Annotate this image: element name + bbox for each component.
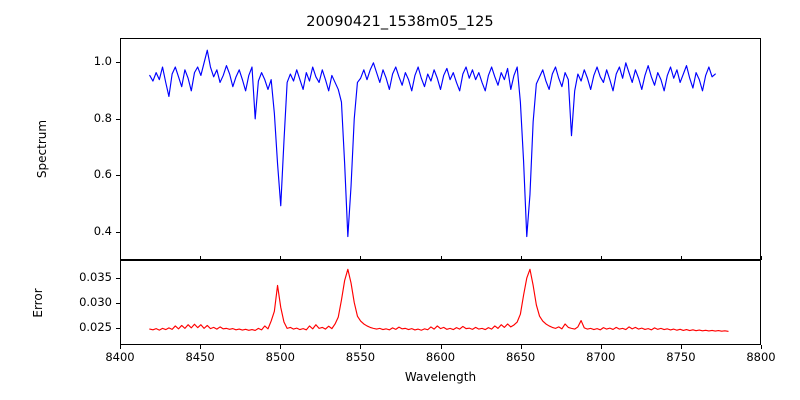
error-data-line — [150, 269, 728, 331]
x-axis-tick-label: 8550 — [345, 350, 376, 364]
x-axis-tick-label: 8650 — [505, 350, 536, 364]
error-ytick-mark — [116, 302, 120, 304]
spectrum-series-svg — [121, 39, 760, 259]
spectrum-plot-area — [120, 38, 761, 260]
spectrum-x-tick-mark — [280, 256, 282, 260]
x-axis-label: Wavelength — [404, 370, 477, 384]
x-axis-tick-mark — [280, 345, 282, 349]
spectrum-x-tick-mark — [360, 256, 362, 260]
x-axis-tick-mark — [440, 345, 442, 349]
x-axis-tick-label: 8750 — [666, 350, 696, 364]
error-ytick-mark — [116, 327, 120, 329]
error-ytick-label-text: 0.030 — [79, 294, 112, 309]
x-axis-tick-label: 8400 — [105, 350, 135, 364]
spectrum-data-line — [150, 50, 716, 236]
x-axis-tick-mark — [600, 345, 602, 349]
spectrum-x-tick-mark — [600, 256, 602, 260]
spectrum-x-tick-mark — [440, 256, 442, 260]
error-ytick-label-text: 0.035 — [79, 269, 112, 284]
spectrum-y-axis-label: Spectrum — [35, 119, 49, 179]
page-title: 20090421_1538m05_125 — [306, 14, 494, 30]
error-y-axis-label: Error — [31, 288, 45, 318]
spectrum-ytick-label-text: 0.6 — [93, 167, 112, 182]
spectrum-ytick-mark — [116, 175, 120, 177]
x-axis-tick-mark — [761, 345, 763, 349]
spectrum-x-tick-mark — [680, 256, 682, 260]
x-axis-tick-label: 8700 — [586, 350, 616, 364]
x-axis-tick-label: 8600 — [425, 350, 456, 364]
x-axis-tick-mark — [200, 345, 202, 349]
spectrum-x-tick-mark — [120, 256, 122, 260]
spectrum-ytick-label-text: 0.8 — [93, 110, 112, 125]
error-series-svg — [121, 261, 760, 344]
error-ytick-label-text: 0.025 — [79, 319, 112, 334]
x-axis-tick-mark — [120, 345, 122, 349]
spectrum-ytick-label-text: 1.0 — [93, 54, 112, 68]
x-axis-tick-label: 8450 — [185, 350, 215, 364]
x-axis-tick-mark — [680, 345, 682, 349]
error-ytick-mark — [116, 277, 120, 279]
spectrum-ytick-label-text: 0.4 — [93, 223, 112, 238]
spectrum-ytick-mark — [116, 62, 120, 64]
spectrum-ytick-mark — [116, 118, 120, 120]
x-axis-tick-mark — [520, 345, 522, 349]
spectrum-ytick-mark — [116, 231, 120, 233]
x-axis-tick-label: 8800 — [746, 350, 776, 364]
x-axis-tick-label: 8500 — [265, 350, 295, 364]
spectrum-x-tick-mark — [761, 256, 763, 260]
x-axis-tick-mark — [360, 345, 362, 349]
error-plot-area — [120, 260, 761, 345]
spectrum-x-tick-mark — [520, 256, 522, 260]
spectrum-x-tick-mark — [200, 256, 202, 260]
